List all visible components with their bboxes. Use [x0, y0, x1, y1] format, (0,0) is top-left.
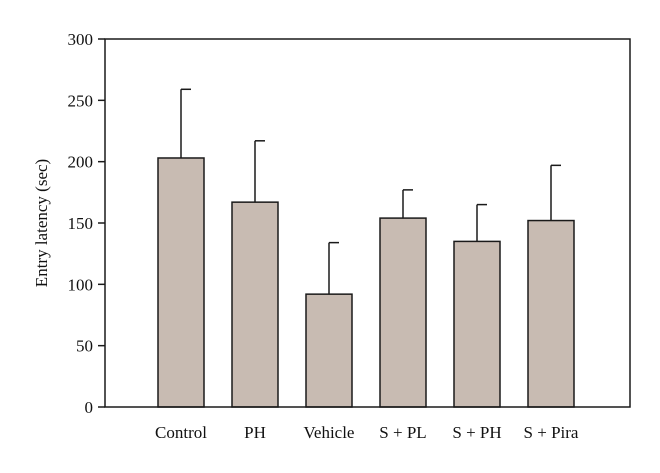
y-ticks-group: 0 50 100 150 200 250 300	[68, 30, 105, 417]
bar-control	[157, 157, 205, 408]
x-category-label: S + PL	[379, 423, 426, 442]
x-labels-group: Control PH Vehicle S + PL S + PH S + Pira	[155, 423, 579, 442]
bar-s-ph	[453, 240, 501, 408]
plot-frame	[104, 38, 631, 408]
bars-group	[157, 157, 575, 408]
x-category-label: PH	[244, 423, 266, 442]
y-tick-label: 100	[68, 275, 94, 294]
x-category-label: Control	[155, 423, 207, 442]
bar-ph	[231, 201, 279, 408]
bar-s-pira	[527, 219, 575, 408]
y-axis-title: Entry latency (sec)	[32, 159, 51, 287]
x-category-label: S + Pira	[524, 423, 579, 442]
error-bars-group	[180, 88, 561, 295]
y-tick-label: 200	[68, 153, 94, 172]
y-tick-label: 50	[76, 337, 93, 356]
x-category-label: Vehicle	[304, 423, 355, 442]
bar-s-pl	[379, 217, 427, 408]
y-tick-label: 250	[68, 91, 94, 110]
x-category-label: S + PH	[452, 423, 501, 442]
y-tick-label: 300	[68, 30, 94, 49]
y-tick-label: 150	[68, 214, 94, 233]
bar-vehicle	[305, 293, 353, 408]
y-tick-label: 0	[85, 398, 94, 417]
